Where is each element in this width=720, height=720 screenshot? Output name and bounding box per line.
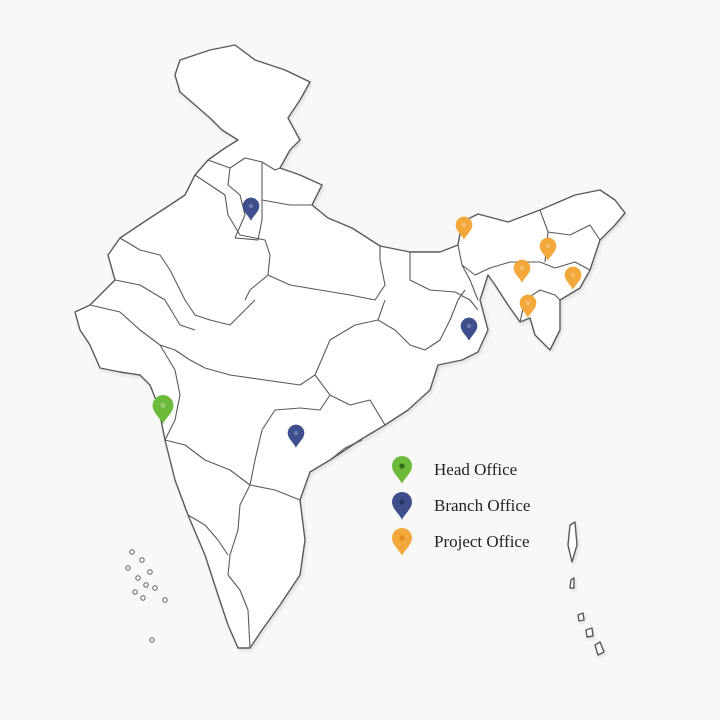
orange-map-pin-icon [392,528,412,556]
map-legend: Head Office Branch Office Project Office [390,452,530,560]
legend-head-office: Head Office [390,452,530,488]
legend-label-project-office: Project Office [434,532,530,551]
legend-label-branch-office: Branch Office [434,496,531,515]
legend-branch-office: Branch Office [390,488,530,524]
legend-project-office: Project Office [390,524,530,560]
country-outline [74,44,626,649]
lakshadweep-islands [125,549,168,643]
navy-map-pin-icon [392,492,412,520]
green-map-pin-icon [392,456,412,484]
legend-label-head-office: Head Office [434,460,518,479]
